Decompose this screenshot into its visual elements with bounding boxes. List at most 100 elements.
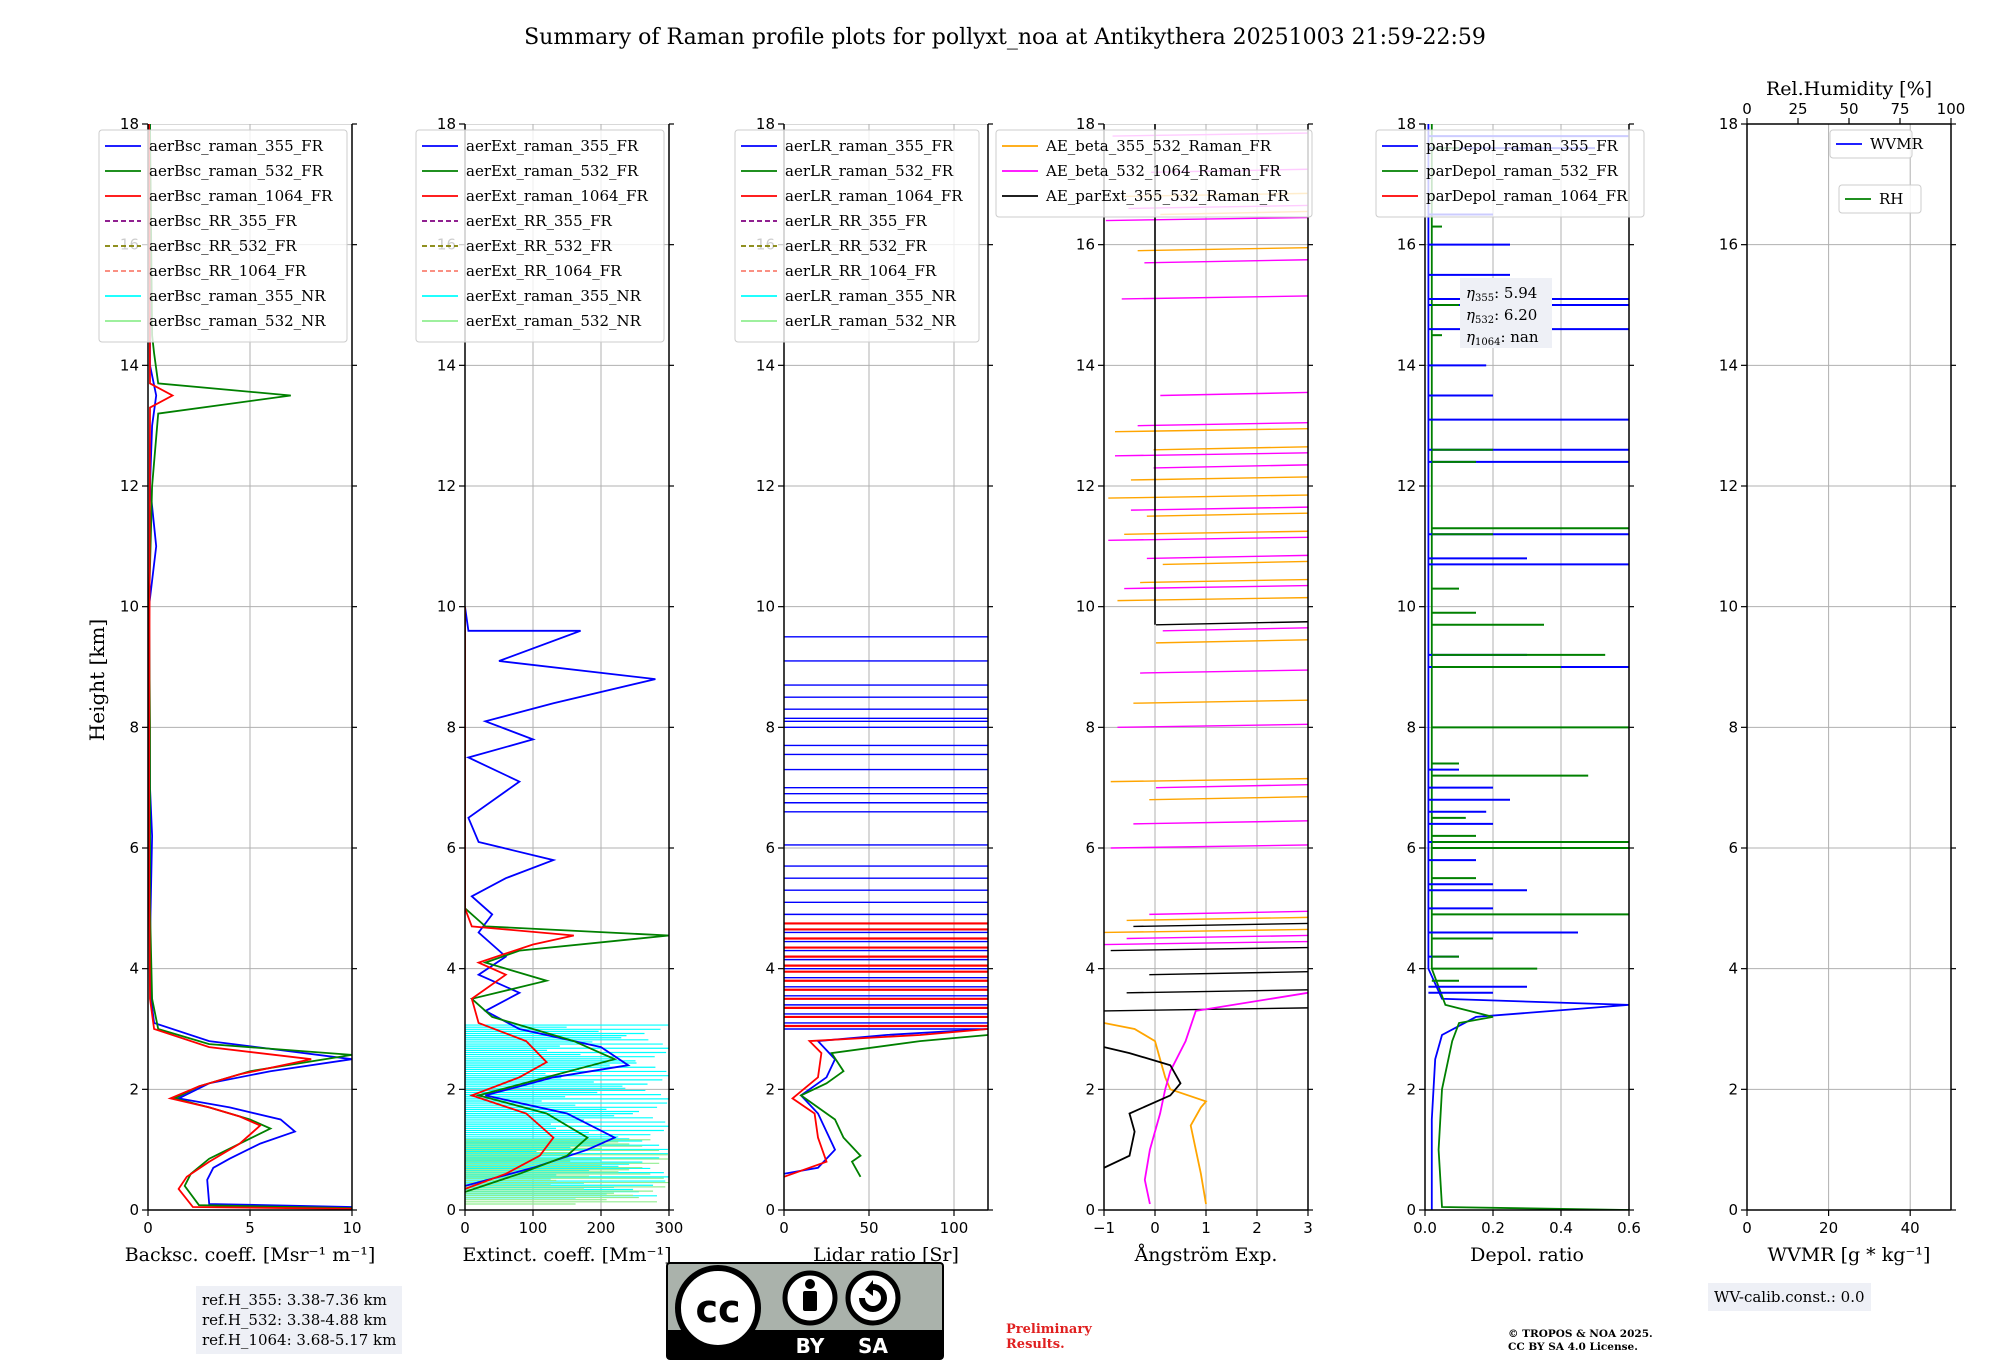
legend-label: WVMR	[1870, 135, 1924, 153]
by-label: BY	[796, 1334, 825, 1358]
y-tick-label: 6	[1728, 839, 1738, 857]
top-x-tick-label: 0	[1742, 100, 1752, 118]
legend-frame	[995, 129, 1313, 218]
legend-label: aerBsc_raman_355_FR	[149, 137, 324, 155]
eta-532: η532: 6.20	[1466, 306, 1537, 326]
y-tick-label: 2	[765, 1080, 775, 1098]
top-x-axis-label: Rel.Humidity [%]	[1766, 78, 1932, 100]
x-tick-label: 0.0	[1413, 1219, 1437, 1237]
legend-label: aerLR_RR_1064_FR	[785, 262, 937, 280]
legend-label: aerBsc_raman_532_NR	[149, 312, 326, 330]
x-axis-label-ext: Extinct. coeff. [Mm⁻¹]	[462, 1244, 671, 1266]
legend-ang: AE_beta_355_532_Raman_FR AE_beta_532_1064…	[995, 129, 1313, 218]
x-axis-label-lr: Lidar ratio [Sr]	[813, 1244, 959, 1266]
top-x-tick-label: 50	[1839, 100, 1858, 118]
eta-1064: η1064: nan	[1466, 328, 1539, 348]
panel-bsc: 0246810121416180510Backsc. coeff. [Msr⁻¹…	[98, 115, 376, 1266]
plot-area-ext	[465, 124, 669, 1210]
x-tick-label: 200	[587, 1219, 616, 1237]
x-tick-label: 1	[1201, 1219, 1211, 1237]
ae-magenta-segment	[1105, 216, 1308, 222]
legend-label: AE_parExt_355_532_Raman_FR	[1045, 187, 1290, 205]
y-tick-label: 0	[446, 1201, 456, 1219]
sa-label: SA	[858, 1334, 888, 1358]
y-tick-label: 2	[1085, 1080, 1095, 1098]
y-tick-label: 18	[1076, 115, 1095, 133]
AE_parExt_355_532_Raman_FR-line	[1104, 1046, 1182, 1169]
x-tick-label: 0.6	[1617, 1219, 1641, 1237]
legend-label: RH	[1879, 190, 1903, 208]
ae-magenta-segment	[1149, 910, 1308, 916]
legend-frame	[98, 129, 348, 343]
share-alike-icon	[845, 1270, 901, 1326]
y-tick-label: 2	[129, 1080, 139, 1098]
plot-area-ang	[1104, 124, 1308, 1210]
x-axis-label-wv: WVMR [g * kg⁻¹]	[1768, 1244, 1931, 1266]
ae-magenta-segment	[1115, 452, 1308, 457]
ae-black-segment	[1110, 946, 1308, 952]
ae-orange-segment	[1126, 916, 1308, 922]
y-tick-label: 16	[1719, 236, 1738, 254]
legend-label: parDepol_raman_1064_FR	[1426, 187, 1628, 205]
ref-height-532: ref.H_532: 3.38-4.88 km	[202, 1311, 387, 1329]
copyright-line: © TROPOS & NOA 2025.	[1508, 1328, 1653, 1340]
legend-depol: parDepol_raman_355_FR parDepol_raman_532_…	[1375, 129, 1645, 218]
y-tick-label: 4	[446, 960, 456, 978]
y-tick-label: 12	[1076, 477, 1095, 495]
panel-ext: 0246810121416180100200300Extinct. coeff.…	[415, 115, 684, 1266]
y-tick-label: 2	[1406, 1080, 1416, 1098]
legend-label: aerExt_RR_355_FR	[466, 212, 613, 230]
copyright-note: © TROPOS & NOA 2025. CC BY SA 4.0 Licens…	[1508, 1328, 1708, 1354]
y-tick-label: 8	[1728, 718, 1738, 736]
y-tick-label: 12	[1397, 477, 1416, 495]
x-tick-label: 0	[1150, 1219, 1160, 1237]
y-tick-label: 14	[1719, 356, 1738, 374]
ae-orange-segment	[1149, 796, 1308, 801]
y-tick-label: 2	[1728, 1080, 1738, 1098]
ae-magenta-segment	[1153, 464, 1308, 469]
legend-label: AE_beta_355_532_Raman_FR	[1045, 137, 1272, 155]
ae-orange-segment	[1156, 639, 1308, 644]
x-axis-label-bsc: Backsc. coeff. [Msr⁻¹ m⁻¹]	[125, 1244, 376, 1266]
aerLR_raman_532_FR-line	[799, 1034, 988, 1178]
legend-wv: WVMR RH	[1829, 129, 1924, 214]
ae-magenta-segment	[1133, 820, 1308, 825]
aerLR_raman_1064_FR-line	[784, 1028, 988, 1178]
ae-orange-segment	[1124, 530, 1308, 535]
ae-orange-segment	[1108, 494, 1308, 499]
x-tick-label: 10	[342, 1219, 361, 1237]
y-tick-label: 12	[1719, 477, 1738, 495]
y-tick-label: 0	[765, 1201, 775, 1219]
ae-magenta-segment	[1104, 940, 1308, 946]
eta-box-bg	[1460, 278, 1552, 348]
x-tick-label: 20	[1819, 1219, 1838, 1237]
preliminary-results-note: Preliminary Results.	[1006, 1322, 1092, 1352]
ae-magenta-segment	[1108, 536, 1308, 541]
y-tick-label: 12	[756, 477, 775, 495]
y-tick-label: 12	[120, 477, 139, 495]
top-x-tick-label: 100	[1937, 100, 1966, 118]
y-tick-label: 14	[1397, 356, 1416, 374]
ae-orange-segment	[1162, 560, 1308, 566]
x-tick-label: 300	[655, 1219, 684, 1237]
ae-orange-segment	[1137, 246, 1308, 252]
legend-label: aerExt_RR_532_FR	[466, 237, 613, 255]
ae-black-segment	[1126, 989, 1308, 994]
legend-frame	[1829, 129, 1913, 159]
legend-label: aerExt_raman_532_NR	[466, 312, 642, 330]
ae-orange-segment	[1140, 578, 1308, 584]
y-tick-label: 4	[129, 960, 139, 978]
y-tick-label: 18	[1719, 115, 1738, 133]
legend-label: aerLR_raman_532_FR	[785, 162, 954, 180]
legend-frame	[415, 129, 665, 343]
aerExt_raman_532_FR-line	[465, 606, 669, 1193]
y-tick-label: 8	[1406, 718, 1416, 736]
y-tick-label: 18	[437, 115, 456, 133]
legend-label: aerExt_RR_1064_FR	[466, 262, 622, 280]
ae-magenta-segment	[1130, 506, 1308, 511]
y-tick-label: 4	[1406, 960, 1416, 978]
plot-area-bsc	[148, 124, 352, 1210]
y-tick-label: 12	[437, 477, 456, 495]
